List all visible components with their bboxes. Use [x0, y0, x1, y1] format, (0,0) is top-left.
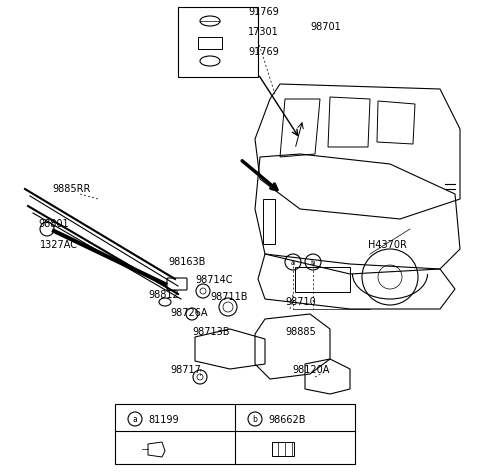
Text: a: a: [132, 415, 137, 424]
Text: b: b: [311, 259, 315, 266]
Text: 91769: 91769: [248, 7, 279, 17]
Text: 1327AC: 1327AC: [40, 239, 78, 249]
Text: 98120A: 98120A: [292, 364, 329, 374]
Text: 98885: 98885: [285, 327, 316, 336]
Bar: [115, 404, 355, 464]
Bar: [198, 38, 222, 50]
Bar: [295, 268, 350, 292]
Text: 98662B: 98662B: [268, 414, 305, 424]
Text: 98812: 98812: [148, 289, 179, 299]
Text: 98701: 98701: [310, 22, 341, 32]
Text: 98710: 98710: [285, 297, 316, 307]
Text: 98717: 98717: [170, 364, 201, 374]
Text: 98726A: 98726A: [170, 307, 207, 317]
Bar: [178, 8, 258, 78]
Bar: [272, 442, 294, 456]
Text: 17301: 17301: [248, 27, 279, 37]
Text: a: a: [291, 259, 295, 266]
Text: 98714C: 98714C: [195, 275, 232, 284]
Text: 98713B: 98713B: [192, 327, 229, 336]
Text: H4370R: H4370R: [368, 239, 407, 249]
Text: 98801: 98801: [38, 218, 69, 228]
Text: 91769: 91769: [248, 47, 279, 57]
Text: 9885RR: 9885RR: [52, 184, 90, 194]
Text: 81199: 81199: [148, 414, 179, 424]
Bar: [263, 199, 275, 245]
Text: b: b: [252, 415, 257, 424]
Text: 98711B: 98711B: [210, 291, 248, 301]
Text: 98163B: 98163B: [168, 257, 205, 267]
